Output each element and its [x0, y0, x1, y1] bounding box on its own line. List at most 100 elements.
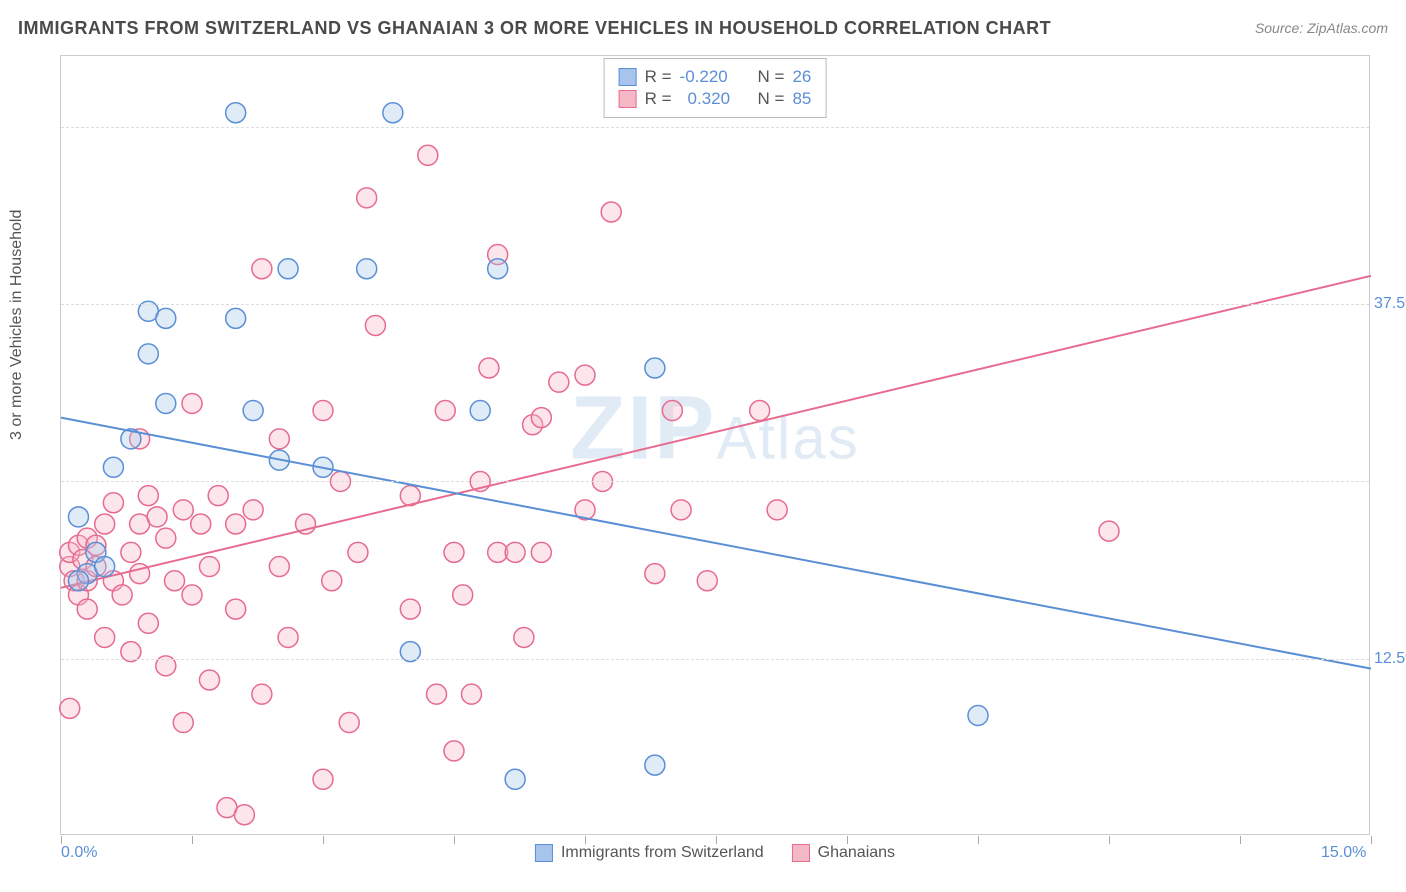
data-point-ghanaians	[348, 542, 368, 562]
data-point-ghanaians	[671, 500, 691, 520]
r-value-ghanaians: 0.320	[680, 89, 750, 109]
x-tick	[1109, 836, 1110, 844]
swatch-ghanaians-icon	[792, 844, 810, 862]
data-point-switzerland	[103, 457, 123, 477]
correlation-legend: R = -0.220 N = 26 R = 0.320 N = 85	[604, 58, 827, 118]
data-point-ghanaians	[121, 542, 141, 562]
data-point-ghanaians	[479, 358, 499, 378]
data-point-switzerland	[156, 393, 176, 413]
data-point-switzerland	[156, 308, 176, 328]
data-point-ghanaians	[77, 599, 97, 619]
data-point-switzerland	[470, 401, 490, 421]
chart-canvas	[61, 56, 1369, 834]
data-point-ghanaians	[103, 493, 123, 513]
data-point-ghanaians	[575, 365, 595, 385]
data-point-ghanaians	[252, 259, 272, 279]
x-tick-label: 0.0%	[61, 844, 97, 862]
legend-label-ghanaians: Ghanaians	[818, 844, 895, 862]
data-point-ghanaians	[182, 393, 202, 413]
data-point-ghanaians	[531, 542, 551, 562]
plot-area: ZIPAtlas R = -0.220 N = 26 R = 0.320 N =…	[60, 55, 1370, 835]
trend-line-ghanaians	[61, 276, 1371, 588]
source-attribution: Source: ZipAtlas.com	[1255, 20, 1388, 36]
data-point-switzerland	[383, 103, 403, 123]
data-point-ghanaians	[191, 514, 211, 534]
data-point-ghanaians	[601, 202, 621, 222]
data-point-ghanaians	[95, 627, 115, 647]
x-tick	[585, 836, 586, 844]
data-point-switzerland	[138, 344, 158, 364]
data-point-ghanaians	[199, 557, 219, 577]
data-point-switzerland	[68, 507, 88, 527]
data-point-ghanaians	[243, 500, 263, 520]
data-point-ghanaians	[208, 486, 228, 506]
x-tick	[716, 836, 717, 844]
data-point-ghanaians	[252, 684, 272, 704]
swatch-switzerland-icon	[535, 844, 553, 862]
data-point-ghanaians	[226, 599, 246, 619]
y-tick-label: 12.5%	[1374, 650, 1406, 668]
r-label: R =	[645, 89, 672, 109]
data-point-switzerland	[357, 259, 377, 279]
data-point-ghanaians	[173, 713, 193, 733]
data-point-ghanaians	[662, 401, 682, 421]
x-tick	[847, 836, 848, 844]
data-point-ghanaians	[322, 571, 342, 591]
x-tick	[323, 836, 324, 844]
data-point-ghanaians	[505, 542, 525, 562]
data-point-ghanaians	[767, 500, 787, 520]
gridline	[61, 127, 1369, 128]
data-point-ghanaians	[173, 500, 193, 520]
x-tick	[1371, 836, 1372, 844]
swatch-switzerland-icon	[619, 68, 637, 86]
data-point-ghanaians	[514, 627, 534, 647]
r-value-switzerland: -0.220	[680, 67, 750, 87]
gridline	[61, 304, 1369, 305]
data-point-ghanaians	[269, 557, 289, 577]
data-point-ghanaians	[138, 486, 158, 506]
data-point-ghanaians	[427, 684, 447, 704]
x-tick-label: 15.0%	[1321, 844, 1366, 862]
data-point-ghanaians	[645, 564, 665, 584]
data-point-ghanaians	[339, 713, 359, 733]
data-point-ghanaians	[400, 599, 420, 619]
data-point-ghanaians	[461, 684, 481, 704]
data-point-ghanaians	[269, 429, 289, 449]
data-point-ghanaians	[226, 514, 246, 534]
data-point-ghanaians	[182, 585, 202, 605]
swatch-ghanaians-icon	[619, 90, 637, 108]
data-point-ghanaians	[165, 571, 185, 591]
r-label: R =	[645, 67, 672, 87]
data-point-ghanaians	[750, 401, 770, 421]
data-point-ghanaians	[147, 507, 167, 527]
data-point-ghanaians	[234, 805, 254, 825]
data-point-ghanaians	[549, 372, 569, 392]
data-point-ghanaians	[453, 585, 473, 605]
x-tick	[61, 836, 62, 844]
data-point-ghanaians	[444, 542, 464, 562]
data-point-switzerland	[278, 259, 298, 279]
data-point-ghanaians	[138, 613, 158, 633]
gridline	[61, 659, 1369, 660]
series-legend: Immigrants from Switzerland Ghanaians	[535, 844, 895, 862]
data-point-ghanaians	[156, 528, 176, 548]
y-tick-label: 37.5%	[1374, 295, 1406, 313]
data-point-ghanaians	[313, 769, 333, 789]
gridline	[61, 481, 1369, 482]
data-point-ghanaians	[60, 698, 80, 718]
chart-title: IMMIGRANTS FROM SWITZERLAND VS GHANAIAN …	[18, 18, 1051, 39]
data-point-switzerland	[95, 557, 115, 577]
data-point-ghanaians	[697, 571, 717, 591]
n-value-switzerland: 26	[792, 67, 811, 87]
x-tick	[192, 836, 193, 844]
data-point-ghanaians	[531, 408, 551, 428]
data-point-ghanaians	[199, 670, 219, 690]
data-point-ghanaians	[112, 585, 132, 605]
data-point-ghanaians	[435, 401, 455, 421]
data-point-switzerland	[226, 308, 246, 328]
data-point-switzerland	[645, 755, 665, 775]
x-tick	[454, 836, 455, 844]
data-point-ghanaians	[365, 315, 385, 335]
data-point-switzerland	[505, 769, 525, 789]
x-tick	[978, 836, 979, 844]
